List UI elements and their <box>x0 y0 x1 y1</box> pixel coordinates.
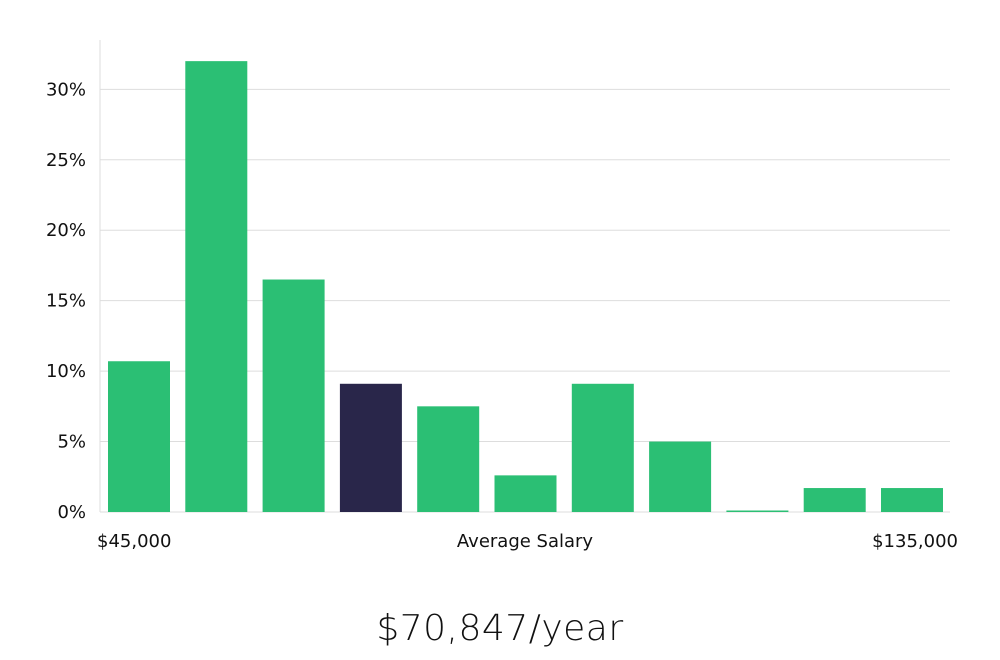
bar <box>881 488 943 512</box>
y-tick-label: 10% <box>46 361 86 382</box>
bars <box>108 61 943 512</box>
bar <box>649 441 712 512</box>
x-axis-title: Average Salary <box>457 531 594 552</box>
bar <box>108 361 170 512</box>
x-axis-max-label: $135,000 <box>872 531 958 552</box>
bar <box>262 279 325 512</box>
x-axis-min-label: $45,000 <box>97 531 171 552</box>
y-tick-label: 0% <box>57 502 86 523</box>
y-tick-label: 5% <box>57 432 86 453</box>
bar <box>185 61 248 512</box>
y-axis-ticks: 0% 5% 10% 15% 20% 25% 30% <box>46 79 86 523</box>
bar <box>726 510 789 512</box>
bar <box>803 488 866 512</box>
highlighted-bar <box>339 383 402 512</box>
y-tick-label: 30% <box>46 79 86 100</box>
y-tick-label: 20% <box>46 220 86 241</box>
salary-distribution-chart: 0% 5% 10% 15% 20% 25% 30% $45,000 Average Sala… <box>46 40 958 552</box>
y-tick-label: 15% <box>46 291 86 312</box>
bar <box>494 475 557 512</box>
average-salary-value: $70,847/year <box>376 608 624 649</box>
y-tick-label: 25% <box>46 150 86 171</box>
bar <box>571 383 634 512</box>
bar <box>417 406 480 512</box>
